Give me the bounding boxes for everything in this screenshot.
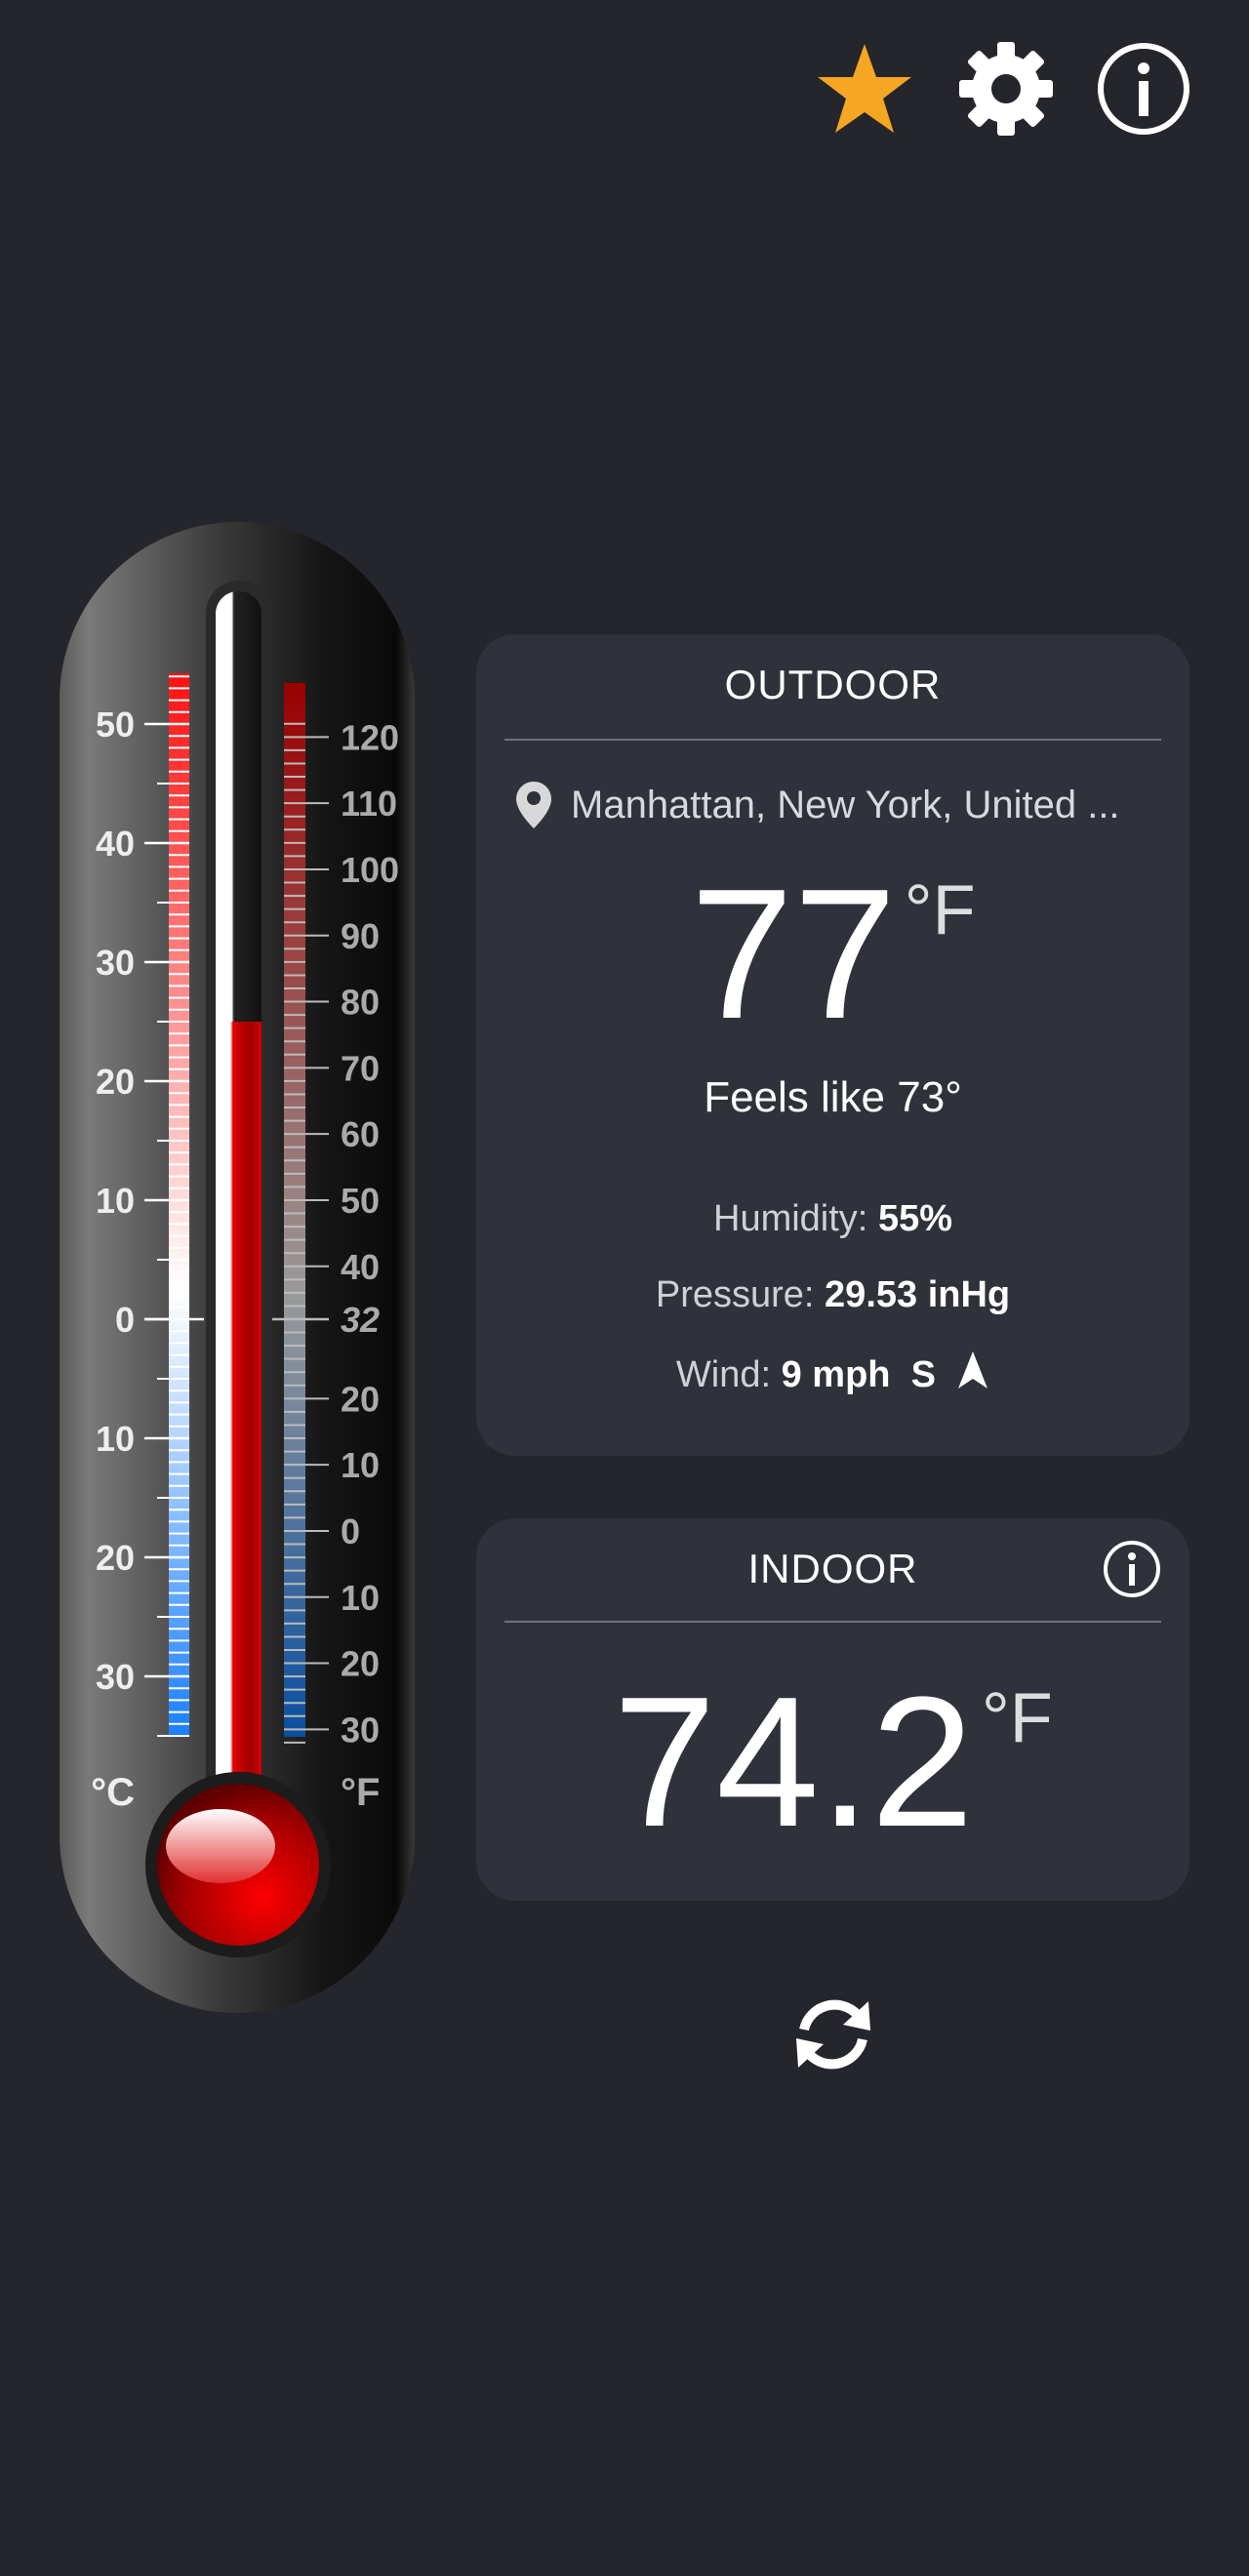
star-icon (818, 44, 911, 133)
celsius-color-bar (169, 673, 189, 1737)
location-pin-icon (516, 782, 551, 828)
indoor-temperature: 74.2 (613, 1659, 974, 1866)
celsius-label: 10 (96, 1419, 135, 1459)
outdoor-divider (504, 739, 1161, 741)
humidity-label: Humidity: (713, 1198, 868, 1239)
indoor-info-icon[interactable] (1102, 1539, 1162, 1599)
celsius-label: 30 (96, 1657, 135, 1697)
refresh-icon (799, 1999, 867, 2070)
fahrenheit-label: 30 (341, 1710, 380, 1750)
fahrenheit-label: 110 (341, 784, 397, 824)
fahrenheit-label: 32 (341, 1300, 380, 1340)
indoor-temperature-unit: °F (982, 1679, 1053, 1757)
refresh-button[interactable] (785, 1986, 882, 2083)
location[interactable]: Manhattan, New York, United ... (504, 781, 1161, 829)
fahrenheit-color-bar (284, 683, 305, 1737)
mercury-column (216, 1022, 262, 1820)
thermometer: 5040302010010203012011010090807060504032… (60, 522, 415, 2013)
fahrenheit-label: 90 (341, 916, 380, 956)
indoor-card: INDOOR 74.2 °F (476, 1518, 1189, 1901)
celsius-label: 20 (96, 1538, 135, 1578)
celsius-label: 40 (96, 824, 135, 864)
info-button[interactable] (1095, 40, 1192, 138)
fahrenheit-label: 60 (341, 1114, 380, 1154)
celsius-label: 10 (96, 1181, 135, 1221)
wind-value: 9 mph (781, 1354, 891, 1395)
favorite-button[interactable] (816, 40, 913, 138)
fahrenheit-label: 100 (341, 850, 399, 890)
fahrenheit-label: 120 (341, 717, 399, 757)
pressure: Pressure: 29.53 inHg (476, 1274, 1189, 1316)
fahrenheit-label: 0 (341, 1511, 360, 1551)
feels-like: Feels like 73° (704, 1073, 962, 1121)
fahrenheit-label: 10 (341, 1445, 380, 1485)
pressure-label: Pressure: (655, 1274, 815, 1315)
indoor-divider (504, 1621, 1161, 1623)
wind: Wind: 9 mph S (476, 1349, 1189, 1396)
humidity: Humidity: 55% (476, 1198, 1189, 1240)
celsius-label: 50 (96, 704, 135, 745)
fahrenheit-label: 10 (341, 1578, 380, 1618)
info-icon (1098, 43, 1189, 135)
fahrenheit-label: 80 (341, 983, 380, 1023)
gear-icon (959, 42, 1053, 136)
fahrenheit-label: 20 (341, 1644, 380, 1684)
outdoor-card: OUTDOOR Manhattan, New York, United ... … (476, 634, 1189, 1456)
wind-direction: S (910, 1354, 936, 1395)
fahrenheit-label: 70 (341, 1048, 380, 1088)
location-text: Manhattan, New York, United ... (571, 783, 1120, 826)
celsius-label: 20 (96, 1062, 135, 1102)
wind-label: Wind: (675, 1354, 772, 1395)
fahrenheit-label: 40 (341, 1247, 380, 1287)
fahrenheit-unit-label: °F (341, 1771, 380, 1814)
outdoor-temperature: 77 (690, 851, 897, 1058)
celsius-label: 30 (96, 943, 135, 983)
celsius-unit-label: °C (91, 1771, 135, 1814)
fahrenheit-label: 20 (341, 1379, 380, 1419)
indoor-title: INDOOR (747, 1546, 918, 1591)
fahrenheit-label: 50 (341, 1181, 380, 1221)
settings-button[interactable] (957, 40, 1055, 138)
wind-direction-arrow-icon (958, 1351, 988, 1389)
outdoor-temperature-unit: °F (904, 871, 976, 949)
humidity-value: 55% (877, 1198, 952, 1239)
pressure-value: 29.53 inHg (825, 1274, 1011, 1315)
celsius-label: 0 (115, 1300, 135, 1340)
outdoor-title: OUTDOOR (724, 662, 942, 707)
